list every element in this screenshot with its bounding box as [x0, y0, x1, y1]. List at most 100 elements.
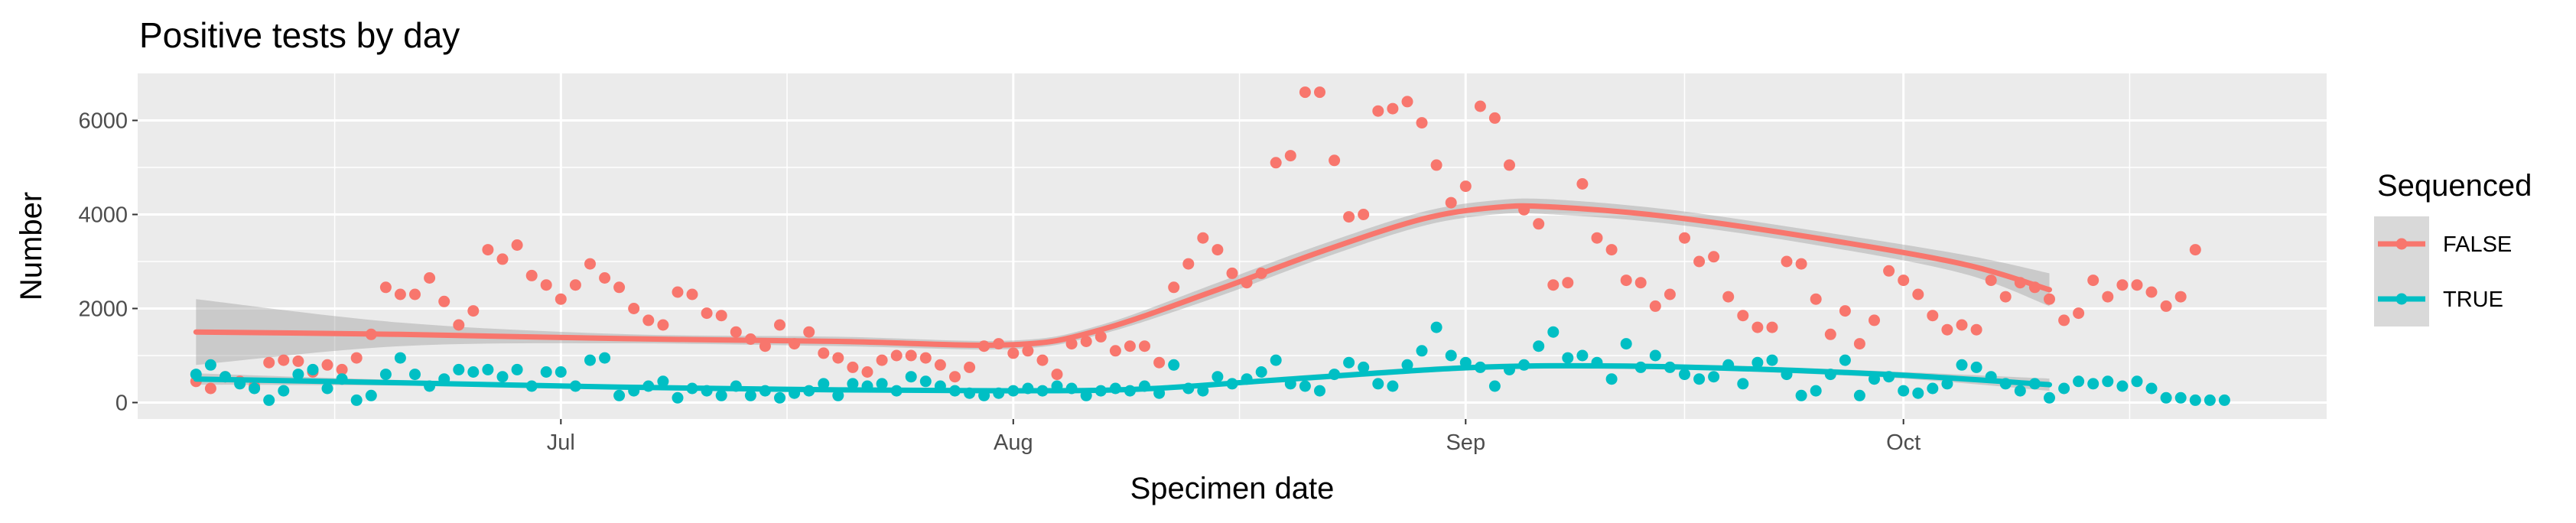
point-false: [511, 239, 523, 251]
point-false: [1751, 321, 1764, 333]
point-false: [1109, 345, 1121, 357]
point-true: [1343, 356, 1355, 369]
point-true: [613, 389, 626, 401]
point-false: [336, 363, 348, 375]
point-false: [1898, 274, 1910, 287]
point-false: [2102, 291, 2114, 303]
point-false: [1591, 232, 1603, 244]
point-true: [1853, 389, 1865, 401]
point-false: [1985, 274, 1997, 287]
point-true: [1533, 340, 1545, 352]
point-false: [1372, 105, 1384, 117]
point-true: [321, 382, 333, 395]
grid-lines: [138, 73, 2327, 419]
point-false: [263, 356, 275, 369]
point-false: [584, 258, 596, 270]
point-true: [453, 363, 465, 375]
point-false: [1094, 330, 1107, 343]
point-true: [715, 389, 727, 401]
point-false: [934, 359, 946, 371]
point-true: [2058, 382, 2070, 395]
smooth-line-false: [193, 203, 2052, 348]
point-true: [2116, 380, 2129, 392]
point-true: [876, 378, 888, 390]
point-false: [1504, 159, 1515, 171]
point-true: [1547, 326, 1560, 338]
point-false: [1022, 345, 1034, 357]
x-tick-label: Oct: [1886, 430, 1921, 455]
point-true: [2174, 391, 2187, 404]
point-true: [1708, 371, 1720, 383]
point-false: [1270, 157, 1282, 169]
point-false: [1401, 96, 1413, 108]
point-true: [2087, 378, 2100, 390]
point-true: [2204, 394, 2216, 406]
point-false: [424, 272, 436, 284]
point-false: [1810, 293, 1822, 305]
point-true: [1620, 338, 1632, 350]
point-false: [1927, 310, 1939, 322]
point-false: [1839, 305, 1851, 317]
point-false: [1795, 258, 1807, 270]
point-false: [1693, 255, 1706, 268]
point-false: [818, 347, 830, 359]
point-true: [482, 363, 494, 375]
x-axis: Jul Aug Sep Oct: [547, 419, 1921, 455]
point-false: [759, 340, 771, 352]
point-false: [394, 288, 406, 300]
point-false: [613, 281, 626, 294]
point-false: [540, 279, 552, 291]
point-true: [1839, 354, 1851, 366]
point-false: [1634, 277, 1647, 289]
point-false: [1766, 321, 1778, 333]
point-false: [1036, 354, 1049, 366]
point-true: [496, 371, 509, 383]
point-false: [1999, 291, 2012, 303]
point-false: [642, 314, 655, 326]
point-false: [599, 272, 611, 284]
point-true: [1970, 361, 1982, 373]
point-false: [1299, 86, 1311, 99]
legend-key-point: [2395, 293, 2408, 305]
point-true: [1737, 378, 1749, 390]
point-true: [1372, 378, 1384, 390]
point-true: [555, 366, 567, 378]
point-false: [1080, 336, 1092, 347]
point-false: [1139, 340, 1150, 352]
point-true: [1445, 349, 1457, 362]
point-false: [1226, 267, 1238, 279]
point-false: [1970, 323, 1982, 336]
point-true: [2145, 382, 2158, 395]
point-true: [1679, 369, 1690, 381]
point-false: [2189, 244, 2201, 256]
point-false: [1416, 117, 1428, 129]
point-false: [2044, 293, 2055, 305]
point-false: [1459, 180, 1472, 193]
legend-key-point: [2395, 238, 2408, 250]
point-false: [1343, 211, 1355, 223]
point-false: [1051, 369, 1063, 381]
point-false: [876, 354, 888, 366]
point-true: [2102, 375, 2114, 388]
point-true: [1956, 359, 1968, 371]
point-false: [496, 253, 509, 265]
legend-entries: FALSE TRUE: [2374, 216, 2512, 326]
point-false: [379, 281, 392, 294]
point-false: [919, 352, 932, 364]
point-false: [438, 295, 450, 307]
point-true: [584, 354, 596, 366]
point-true: [1649, 349, 1661, 362]
point-true: [1314, 385, 1325, 397]
point-false: [1869, 314, 1880, 326]
legend-title: Sequenced: [2377, 169, 2532, 203]
point-false: [1065, 338, 1078, 350]
point-false: [1314, 86, 1325, 99]
point-true: [1212, 371, 1224, 383]
smooth-lines: [193, 203, 2052, 394]
y-axis: 0 2000 4000 6000: [78, 109, 138, 415]
point-true: [1810, 385, 1822, 397]
point-true: [2073, 375, 2085, 388]
point-true: [919, 375, 932, 388]
point-false: [1956, 319, 1968, 331]
